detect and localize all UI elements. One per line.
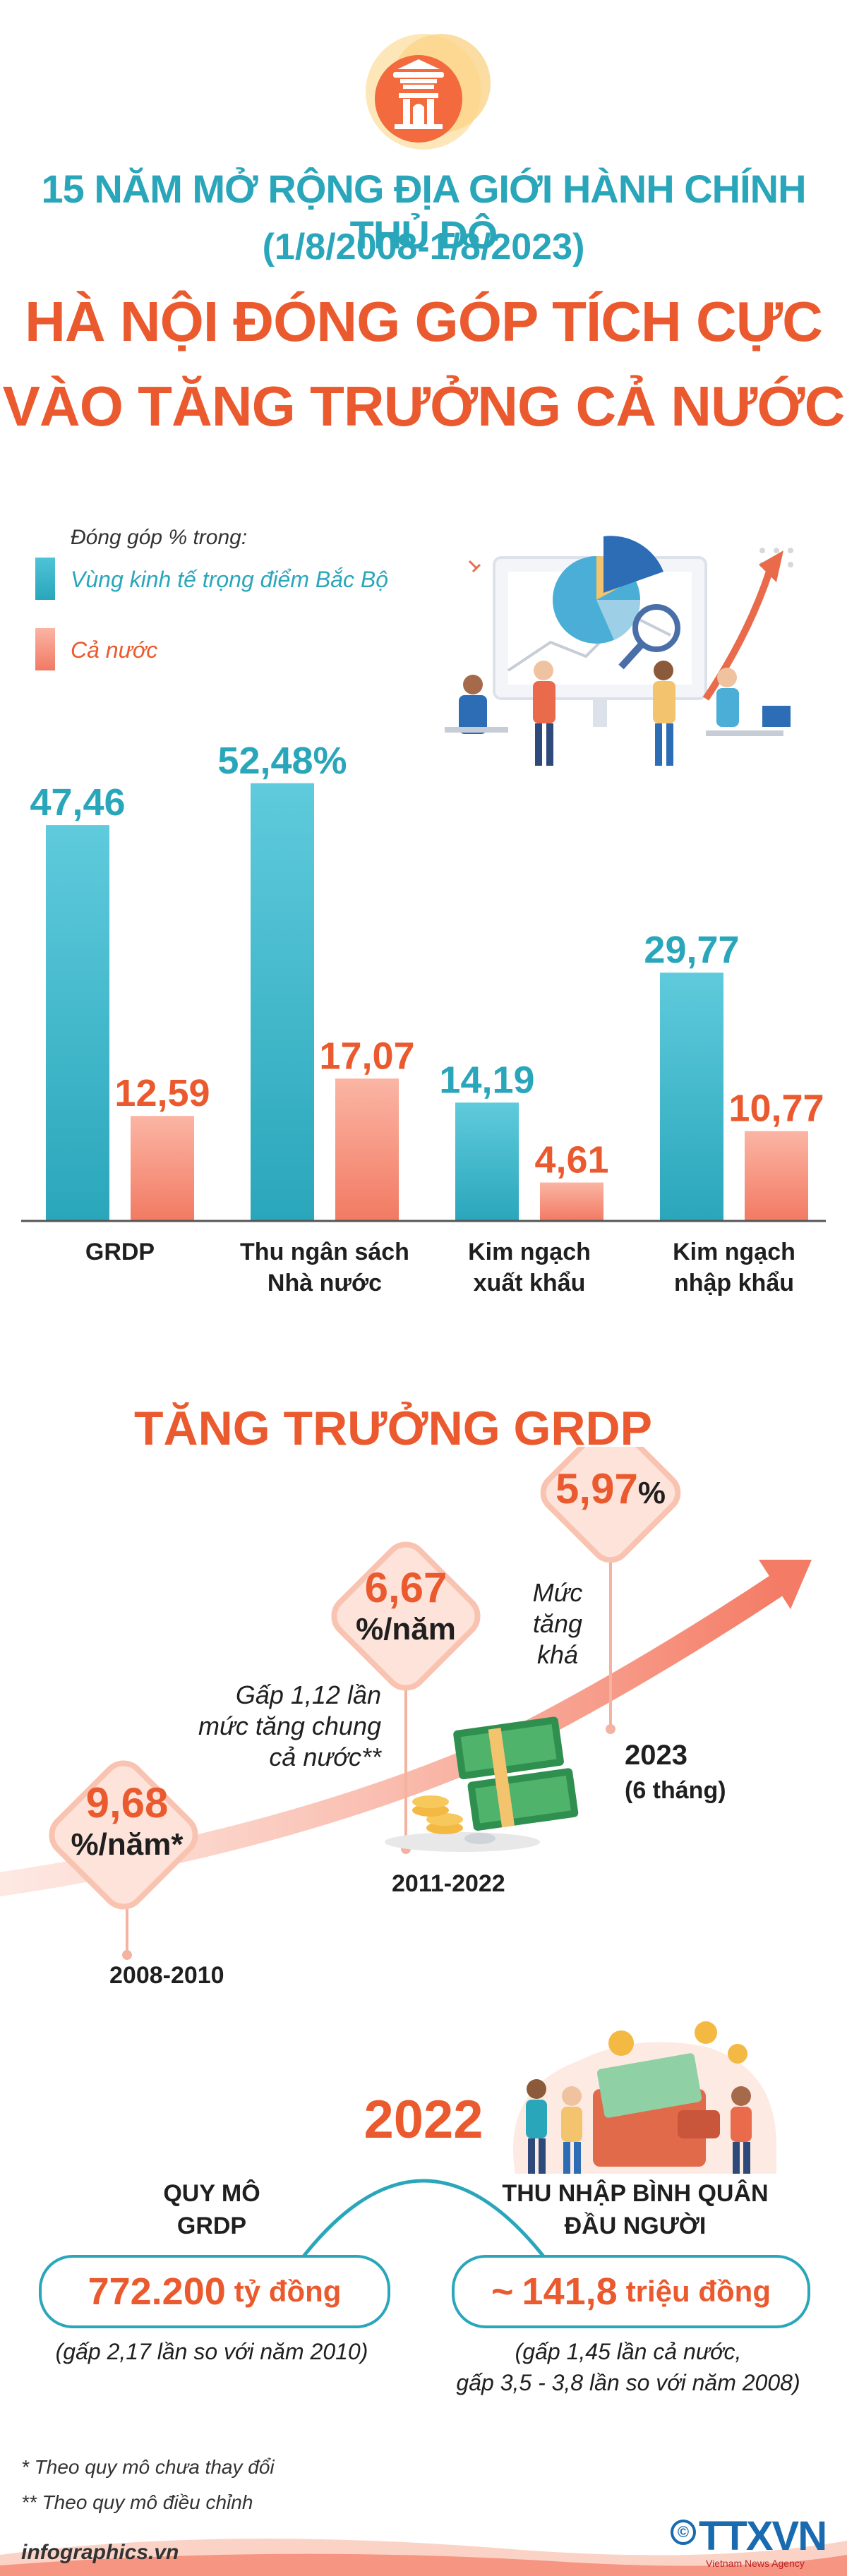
bar-thu-ngan-sach-nha-nuoc-series-1 <box>251 783 314 1221</box>
bar-kim-ngach-xuat-khau-series-1 <box>455 1102 519 1221</box>
person-icon <box>445 675 508 734</box>
income-approx-symbol: ~ <box>491 2270 514 2313</box>
period-2023-sub: (6 tháng) <box>625 1777 726 1804</box>
legend-title: Đóng góp % trong: <box>71 526 248 549</box>
diamond-2011-2022-label: 6,67 %/năm <box>332 1563 480 1647</box>
category-label-grdp-line-1: GRDP <box>85 1239 155 1265</box>
footer-wave <box>0 2539 847 2576</box>
grdp-scale-value: 772.200 <box>88 2270 226 2313</box>
data-label-grdp-series-2: 12,59 <box>114 1072 210 1114</box>
header-date-range: (1/8/2008-1/8/2023) <box>262 227 585 267</box>
period-2011-2022: 2011-2022 <box>392 1870 505 1897</box>
growth-unit-2023: % <box>637 1476 666 1510</box>
bar-kim-ngach-nhap-khau-series-1 <box>660 973 723 1221</box>
site-link[interactable]: infographics.vn <box>21 2541 179 2564</box>
legend-swatch-region <box>35 558 55 600</box>
growth-unit-2008-2010: %/năm* <box>71 1827 184 1862</box>
income-per-capita-note: (gấp 1,45 lần cả nước, gấp 3,5 - 3,8 lần… <box>456 2339 800 2395</box>
person-icon <box>706 668 791 736</box>
legend-label-region: Vùng kinh tế trọng điểm Bắc Bộ <box>71 567 389 592</box>
bar-grdp-series-2 <box>131 1116 194 1221</box>
growth-curve-graphic <box>0 1447 812 1960</box>
diamond-2008-2010 <box>49 1760 198 1910</box>
bar-grdp-series-1 <box>46 825 109 1221</box>
diamond-2023 <box>540 1447 681 1563</box>
data-label-thu-ngan-sach-nha-nuoc-series-2: 17,07 <box>319 1035 414 1077</box>
income-per-capita-label: THU NHẬP BÌNH QUÂN ĐẦU NGƯỜI <box>502 2180 769 2239</box>
growth-value-2008-2010: 9,68 <box>85 1779 169 1826</box>
period-2008-2010: 2008-2010 <box>109 1962 224 1989</box>
legend-swatch-country <box>35 628 55 670</box>
person-icon <box>731 2086 752 2174</box>
agency-subtitle: Vietnam News Agency <box>706 2558 805 2569</box>
bar-thu-ngan-sach-nha-nuoc-series-2 <box>335 1078 399 1221</box>
legend-label-country: Cả nước <box>71 637 158 663</box>
bar-kim-ngach-xuat-khau-series-2 <box>540 1182 603 1221</box>
data-label-kim-ngach-xuat-khau-series-2: 4,61 <box>534 1139 608 1181</box>
contribution-bar-chart: 47,46 12,59 GRDP 52,48% 17,07 Thu ngân sách Nh… <box>21 740 826 1296</box>
note-2011-2022: Gấp 1,12 lần mức tăng chung cả nước** <box>198 1680 381 1771</box>
person-icon <box>561 2086 582 2174</box>
connector-arc <box>295 2179 552 2267</box>
income-per-capita-value: 141,8 <box>522 2270 618 2313</box>
category-label-kim-ngach-xuat-khau-line-2: xuất khẩu <box>474 1270 586 1296</box>
growth-arrow-icon <box>702 570 773 701</box>
person-icon <box>526 2079 547 2174</box>
category-label-thu-ngan-sach-nha-nuoc-line-2: Nhà nước <box>268 1270 382 1296</box>
bar-kim-ngach-nhap-khau-series-2 <box>745 1131 808 1221</box>
income-illustration <box>512 2021 776 2174</box>
page-title-line2: VÀO TĂNG TRƯỞNG CẢ NƯỚC <box>2 375 846 438</box>
grdp-scale-unit: tỷ đồng <box>234 2275 342 2308</box>
person-icon <box>653 661 675 766</box>
category-label-thu-ngan-sach-nha-nuoc-line-1: Thu ngân sách <box>240 1239 409 1265</box>
magnifier-icon <box>618 604 680 670</box>
agency-logo: TTXVN <box>699 2513 827 2559</box>
income-per-capita-value-box: ~ 141,8 triệu đồng <box>452 2255 810 2328</box>
diamond-2023-label: 5,97% <box>536 1464 685 1513</box>
data-label-kim-ngach-nhap-khau-series-1: 29,77 <box>644 929 739 971</box>
diamond-2008-2010-label: 9,68 %/năm* <box>53 1778 201 1862</box>
grdp-scale-label: QUY MÔ GRDP <box>163 2180 260 2239</box>
data-label-grdp-series-1: 47,46 <box>30 781 125 824</box>
business-analysis-illustration <box>445 536 793 766</box>
hanoi-gate-emblem-icon <box>393 59 444 129</box>
growth-unit-2011-2022: %/năm <box>356 1612 456 1647</box>
money-stack-icon <box>385 1716 579 1852</box>
coin-icon <box>608 2030 634 2056</box>
copyright-icon: © <box>671 2520 696 2545</box>
growth-section-title: TĂNG TRƯỞNG GRDP <box>134 1402 652 1455</box>
category-label-kim-ngach-nhap-khau-line-1: Kim ngạch <box>673 1239 795 1265</box>
header-subtitle: 15 NĂM MỞ RỘNG ĐỊA GIỚI HÀNH CHÍNH THỦ Đ… <box>41 167 806 257</box>
person-icon <box>533 661 555 766</box>
footnote-2: ** Theo quy mô điều chỉnh <box>21 2491 253 2513</box>
grdp-scale-note: (gấp 2,17 lần so với năm 2010) <box>55 2339 368 2364</box>
year-2022-title: 2022 <box>364 2090 483 2150</box>
note-2023: Mức tăng khá <box>532 1578 583 1669</box>
diamond-2011-2022 <box>331 1541 481 1691</box>
grdp-scale-value-box: 772.200 tỷ đồng <box>39 2255 390 2328</box>
income-per-capita-unit: triệu đồng <box>625 2275 771 2308</box>
growth-value-2011-2022: 6,67 <box>364 1564 447 1611</box>
hanoi-emblem-logo <box>366 34 491 150</box>
data-label-kim-ngach-nhap-khau-series-2: 10,77 <box>728 1088 824 1130</box>
data-label-kim-ngach-xuat-khau-series-1: 14,19 <box>439 1059 534 1101</box>
footnote-1: * Theo quy mô chưa thay đổi <box>21 2456 275 2478</box>
category-label-kim-ngach-xuat-khau-line-1: Kim ngạch <box>468 1239 591 1265</box>
period-2023: 2023 <box>625 1740 687 1771</box>
page-title-line1: HÀ NỘI ĐÓNG GÓP TÍCH CỰC <box>25 290 823 353</box>
data-label-thu-ngan-sach-nha-nuoc-series-1: 52,48% <box>217 740 347 782</box>
growth-value-2023: 5,97 <box>555 1465 638 1512</box>
category-label-kim-ngach-nhap-khau-line-2: nhập khẩu <box>674 1270 794 1296</box>
pie-chart-icon <box>553 536 663 644</box>
